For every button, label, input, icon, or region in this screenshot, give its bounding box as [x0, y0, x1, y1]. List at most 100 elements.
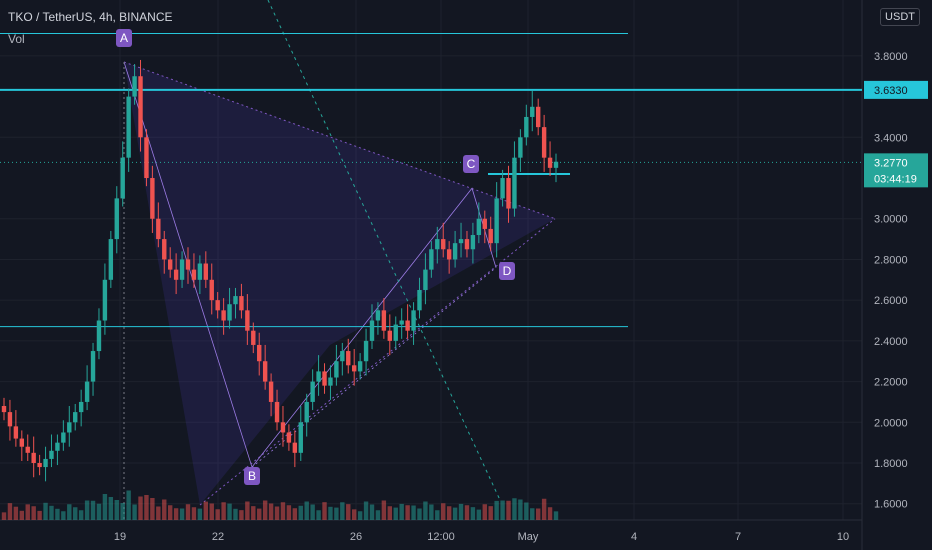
volume-bar [512, 498, 517, 520]
candle-body [387, 330, 393, 341]
candle-body [203, 263, 209, 280]
candle-body [43, 458, 48, 468]
volume-bar [441, 503, 446, 520]
candle-body [1, 406, 7, 413]
price-tick-label: 3.8000 [874, 51, 908, 63]
volume-bar [215, 509, 220, 520]
candle-body [506, 178, 511, 209]
volume-bar [452, 507, 458, 520]
volume-bar [524, 502, 529, 520]
candle-body [280, 422, 286, 433]
volume-bar [156, 506, 161, 520]
price-tick-label: 3.0000 [874, 214, 908, 226]
volume-bar [102, 494, 108, 520]
candle-body [37, 463, 42, 468]
volume-indicator-label: Vol [8, 32, 25, 46]
volume-bar [150, 498, 155, 520]
candle-body [322, 371, 327, 386]
volume-bar [541, 498, 547, 520]
volume-bar [399, 503, 404, 520]
price-tick-label: 2.6000 [874, 295, 908, 307]
volume-bar [274, 506, 280, 520]
candle-body [233, 296, 238, 305]
current-price-badge [864, 153, 928, 188]
volume-bar [334, 507, 339, 520]
volume-bar [185, 504, 191, 520]
volume-bar [144, 495, 149, 520]
time-tick-label: 4 [631, 531, 637, 543]
volume-bar [482, 504, 487, 520]
volume-bar [429, 504, 434, 520]
volume-bar [304, 501, 309, 520]
volume-bar [73, 507, 78, 520]
price-tick-label: 2.2000 [874, 377, 908, 389]
pattern-point-badge [244, 467, 260, 485]
candle-body [268, 381, 274, 402]
time-tick-label: 7 [735, 531, 741, 543]
volume-bar [227, 503, 232, 520]
candle-body [61, 432, 66, 443]
volume-bar [547, 507, 553, 520]
volume-bar [363, 501, 369, 520]
volume-bar [423, 501, 428, 520]
volume-bar [464, 505, 470, 520]
countdown-text: 03:44:19 [874, 173, 917, 185]
candle-body [156, 218, 161, 240]
candle-body [185, 259, 191, 270]
current-price-text: 3.2770 [874, 157, 908, 169]
volume-bar [25, 504, 30, 520]
candle-body [340, 351, 345, 362]
candle-body [67, 422, 72, 433]
volume-bar [191, 507, 197, 520]
pattern-point-label: B [248, 469, 256, 483]
candle-body [535, 106, 541, 128]
candle-body [55, 442, 60, 451]
candle-body [334, 361, 339, 378]
currency-unit[interactable]: USDT [880, 8, 920, 26]
volume-bar [476, 509, 482, 520]
candle-body [328, 377, 333, 386]
volume-bar [470, 507, 476, 520]
candle-body [405, 320, 410, 331]
candle-body [500, 178, 505, 199]
candle-body [7, 412, 13, 427]
volume-bar [167, 505, 173, 520]
volume-bar [262, 500, 268, 520]
volume-bar [280, 502, 286, 520]
volume-bar [108, 497, 114, 520]
volume-bar [417, 508, 422, 520]
volume-bar [138, 496, 143, 520]
volume-bar [340, 502, 345, 520]
candle-body [245, 310, 250, 331]
price-tick-label: 3.4000 [874, 132, 908, 144]
volume-bar [233, 508, 238, 520]
volume-bar [310, 504, 315, 520]
candle-body [518, 137, 523, 158]
candle-body [304, 401, 309, 423]
candle-body [441, 239, 446, 250]
candle-body [108, 239, 114, 280]
volume-bar [179, 508, 185, 520]
candle-body [239, 296, 244, 311]
candle-body [423, 269, 428, 290]
candle-body [209, 279, 214, 301]
pattern-point-badge [463, 155, 479, 173]
volume-bar [78, 510, 84, 520]
candle-body [464, 239, 470, 250]
price-tick-label: 2.8000 [874, 254, 908, 266]
candle-body [25, 446, 30, 453]
volume-bar [257, 508, 262, 520]
candle-body [512, 157, 517, 209]
candle-body [310, 381, 315, 402]
pattern-point-label: D [503, 264, 512, 278]
candle-body [399, 320, 404, 325]
candle-body [78, 401, 84, 413]
volume-bar [55, 508, 60, 520]
candle-body [132, 76, 137, 97]
candle-body [257, 344, 262, 362]
volume-bar [197, 508, 203, 520]
time-tick-label: 19 [114, 531, 126, 543]
volume-bar [346, 504, 351, 520]
